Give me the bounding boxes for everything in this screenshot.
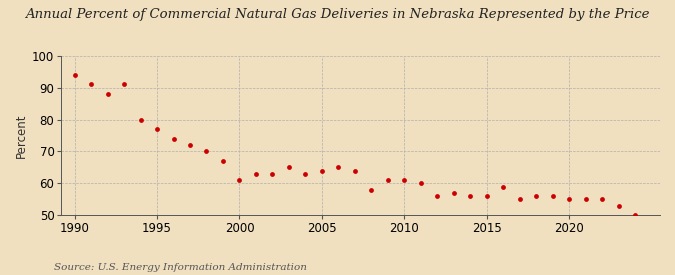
Point <box>580 197 591 202</box>
Point <box>284 165 294 170</box>
Point <box>135 117 146 122</box>
Text: Source: U.S. Energy Information Administration: Source: U.S. Energy Information Administ… <box>54 263 307 272</box>
Point <box>184 143 195 147</box>
Point <box>300 172 310 176</box>
Point <box>168 136 179 141</box>
Point <box>465 194 476 198</box>
Point <box>69 73 80 77</box>
Point <box>366 188 377 192</box>
Point <box>614 204 624 208</box>
Point <box>250 172 261 176</box>
Point <box>102 92 113 96</box>
Y-axis label: Percent: Percent <box>15 113 28 158</box>
Point <box>333 165 344 170</box>
Point <box>152 127 163 131</box>
Point <box>217 159 228 163</box>
Point <box>317 168 327 173</box>
Point <box>234 178 245 182</box>
Point <box>267 172 278 176</box>
Point <box>383 178 394 182</box>
Point <box>630 213 641 218</box>
Point <box>416 181 427 186</box>
Point <box>448 191 459 195</box>
Point <box>350 168 360 173</box>
Point <box>564 197 574 202</box>
Point <box>498 184 509 189</box>
Point <box>119 82 130 87</box>
Point <box>597 197 608 202</box>
Point <box>432 194 443 198</box>
Point <box>531 194 542 198</box>
Point <box>399 178 410 182</box>
Point <box>201 149 212 154</box>
Text: Annual Percent of Commercial Natural Gas Deliveries in Nebraska Represented by t: Annual Percent of Commercial Natural Gas… <box>25 8 650 21</box>
Point <box>514 197 525 202</box>
Point <box>86 82 97 87</box>
Point <box>547 194 558 198</box>
Point <box>481 194 492 198</box>
